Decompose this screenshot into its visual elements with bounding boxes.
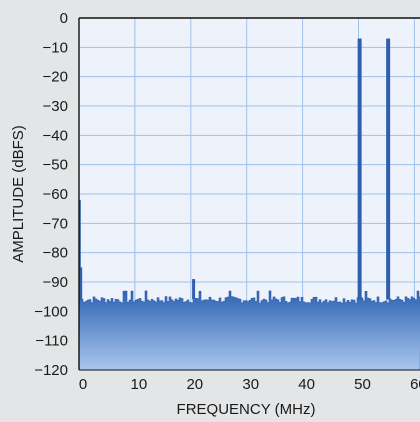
- y-tick-label: −80: [43, 245, 68, 262]
- y-axis-ticks: 0 −10 −20 −30 −40 −50 −60 −70 −80 −90 −100 −110 −120: [34, 10, 68, 379]
- y-tick-label: −90: [43, 274, 68, 291]
- spectrum-peak: [357, 38, 362, 300]
- noise-floor-area: [79, 290, 420, 370]
- grid: [79, 18, 420, 370]
- x-tick-label: 50: [354, 376, 371, 393]
- y-tick-label: −100: [34, 303, 68, 320]
- x-axis-ticks: 0 10 20 30 40 50 60: [79, 376, 420, 393]
- y-tick-label: −120: [34, 362, 68, 379]
- spectrum-trace: [79, 38, 391, 300]
- x-tick-label: 0: [79, 376, 87, 393]
- x-tick-label: 10: [131, 376, 148, 393]
- y-tick-label: −110: [35, 333, 68, 350]
- y-tick-label: −70: [43, 215, 68, 232]
- y-tick-label: −50: [43, 157, 68, 174]
- spectrum-peak: [79, 267, 83, 300]
- x-tick-label: 40: [298, 376, 315, 393]
- x-axis-title: FREQUENCY (MHz): [177, 401, 316, 418]
- y-tick-label: 0: [60, 10, 68, 27]
- x-tick-label: 60: [410, 376, 420, 393]
- y-tick-label: −30: [43, 98, 68, 115]
- spectrum-peak: [386, 38, 391, 300]
- y-tick-label: −10: [43, 39, 68, 56]
- noise-floor-fill: [79, 290, 420, 370]
- spectrum-peak: [192, 279, 196, 300]
- axes: [78, 17, 420, 371]
- x-tick-label: 30: [242, 376, 259, 393]
- x-tick-label: 20: [186, 376, 203, 393]
- y-tick-label: −40: [43, 127, 68, 144]
- spectrum-peak: [79, 199, 81, 300]
- y-axis-title: AMPLITUDE (dBFS): [10, 125, 27, 263]
- y-tick-label: −60: [43, 186, 68, 203]
- y-tick-label: −20: [43, 69, 68, 86]
